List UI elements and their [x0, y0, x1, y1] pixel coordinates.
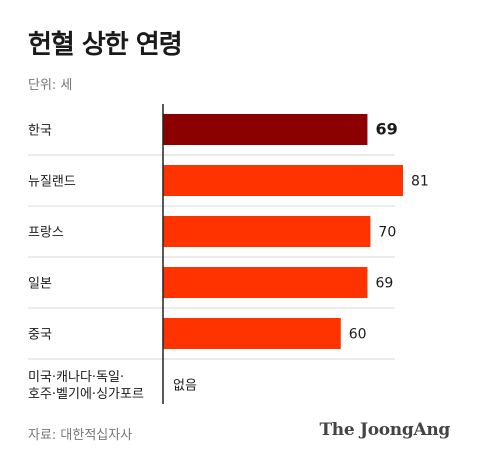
category-label: 미국·캐나다·독일· 호주·벨기에·싱가포르 [28, 370, 144, 402]
category-label: 뉴질랜드 [28, 175, 76, 190]
chart-title: 헌혈 상한 연령 [28, 30, 183, 60]
value-label: 69 [375, 276, 393, 292]
bar [163, 114, 368, 145]
category-label: 한국 [28, 124, 52, 139]
bar [163, 216, 371, 247]
value-label: 60 [349, 327, 367, 343]
unit-label: 단위: 세 [28, 78, 73, 93]
brand-logo: The JoongAng [319, 420, 450, 440]
category-label: 프랑스 [28, 226, 64, 241]
category-label: 일본 [28, 277, 52, 292]
source-note: 자료: 대한적십자사 [28, 428, 133, 443]
value-label: 70 [378, 225, 396, 241]
value-label: 없음 [173, 379, 197, 394]
category-label: 중국 [28, 328, 52, 343]
bar [163, 318, 341, 349]
bar [163, 165, 403, 196]
value-label: 69 [375, 120, 397, 139]
value-label: 81 [411, 174, 429, 190]
bar [163, 267, 368, 298]
